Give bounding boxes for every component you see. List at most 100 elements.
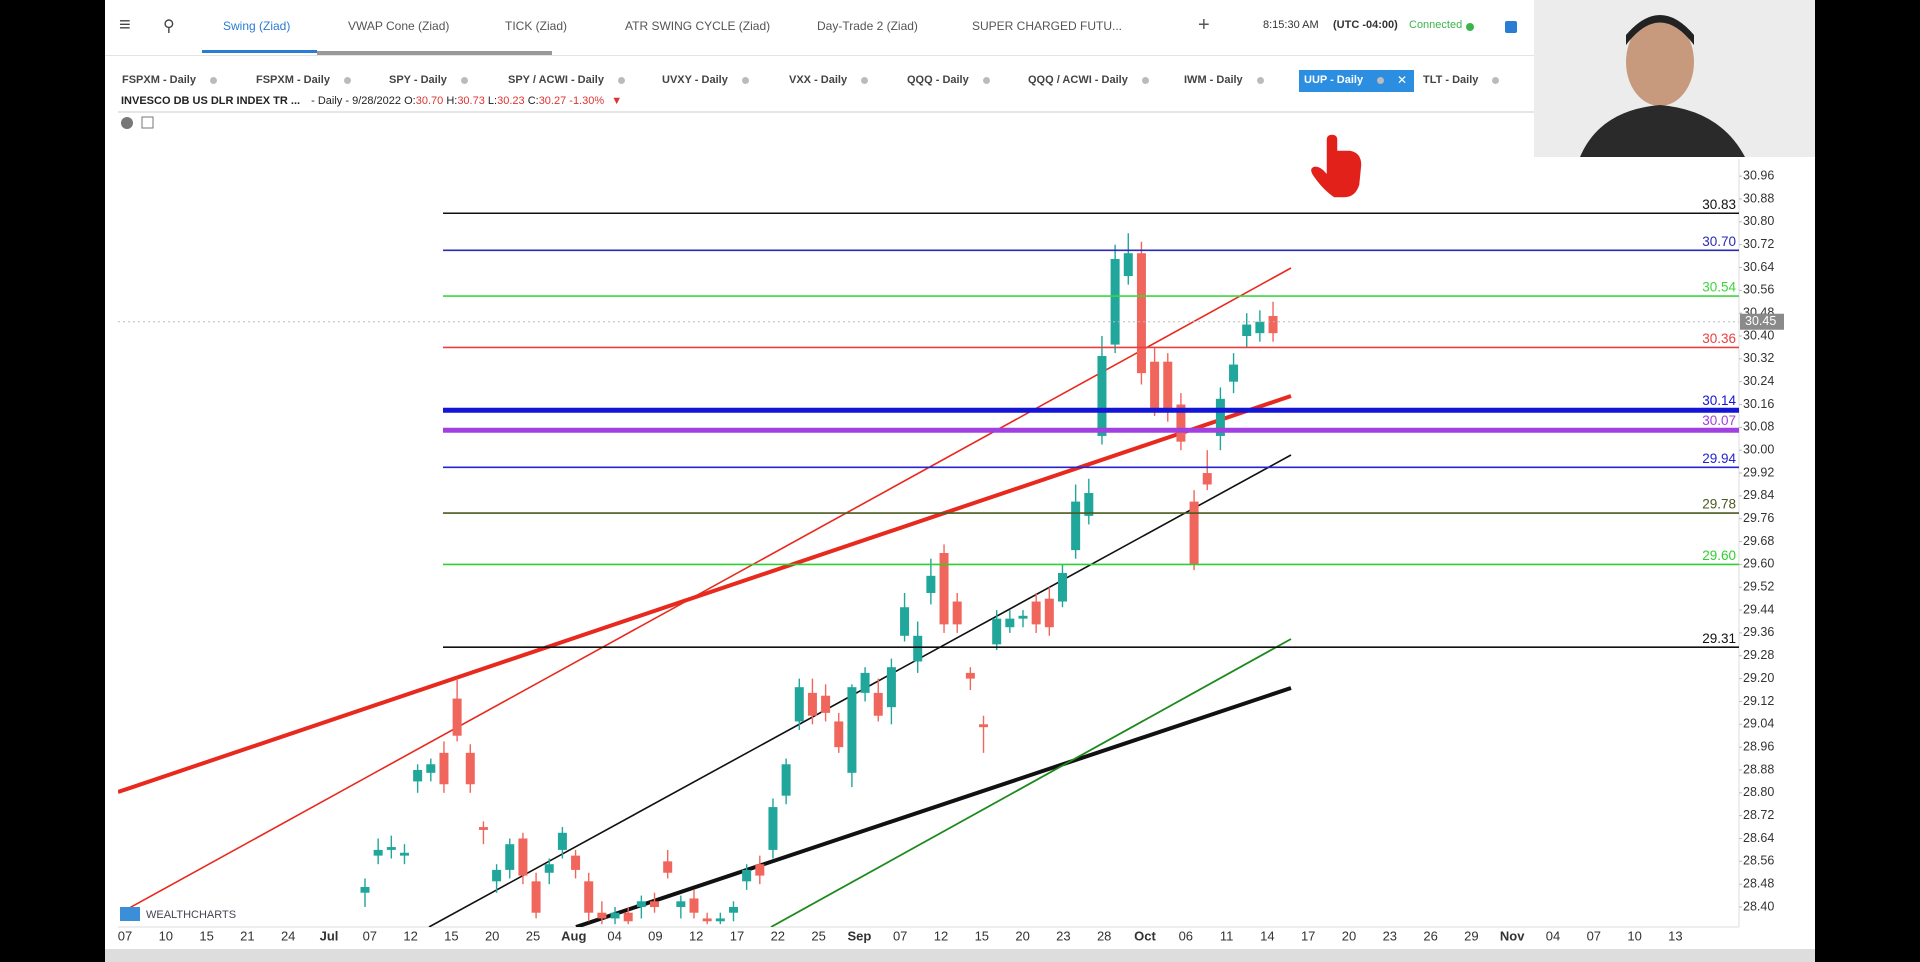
- ohlc-key: C:: [527, 95, 539, 107]
- symbol-tab[interactable]: UVXY - Daily: [662, 74, 749, 86]
- y-tick-label: 29.52: [1743, 580, 1774, 594]
- y-tick-label: 30.56: [1743, 283, 1774, 297]
- tab[interactable]: Swing (Ziad): [223, 19, 291, 33]
- symbol-tab[interactable]: VXX - Daily: [789, 74, 868, 86]
- symbol-tab[interactable]: IWM - Daily: [1184, 74, 1264, 86]
- y-tick-label: 28.40: [1743, 899, 1774, 913]
- y-tick-label: 30.32: [1743, 351, 1774, 365]
- candle-body: [492, 869, 502, 882]
- candle-body: [715, 918, 725, 922]
- reset-icon[interactable]: [121, 117, 133, 129]
- price-level-label: 30.83: [1702, 197, 1736, 212]
- candle-body: [1215, 398, 1225, 436]
- candle-body: [807, 692, 817, 716]
- x-tick-label: 17: [1301, 928, 1315, 943]
- candle-body: [794, 687, 804, 722]
- candle-body: [1202, 473, 1212, 485]
- clock: 8:15:30 AM: [1263, 19, 1319, 31]
- candle-body: [900, 607, 910, 636]
- menu-icon[interactable]: ≡: [119, 14, 131, 36]
- ohlc-value: 30.73: [457, 95, 485, 107]
- candle-body: [1123, 253, 1133, 277]
- symbol-tab[interactable]: FSPXM - Daily: [122, 74, 217, 86]
- x-tick-label: Aug: [561, 928, 586, 943]
- symbol-tab[interactable]: SPY / ACWI - Daily: [508, 74, 625, 86]
- x-tick-label: 25: [811, 928, 825, 943]
- ohlc-key: H:: [446, 95, 458, 107]
- candle-body: [518, 838, 528, 876]
- candle-body: [1268, 316, 1278, 334]
- save-icon[interactable]: [1505, 21, 1517, 33]
- candle-body: [1071, 501, 1081, 551]
- price-level-label: 29.31: [1702, 631, 1736, 646]
- symbol-tab[interactable]: TLT - Daily: [1423, 74, 1499, 86]
- symbol-tab[interactable]: QQQ / ACWI - Daily: [1028, 74, 1149, 86]
- y-tick-label: 29.12: [1743, 694, 1774, 708]
- x-tick-label: Oct: [1134, 928, 1156, 943]
- candle-body: [623, 912, 633, 922]
- candle-body: [557, 832, 567, 850]
- candle-body: [505, 844, 515, 870]
- symbol-tab[interactable]: SPY - Daily: [389, 74, 468, 86]
- candle-body: [1163, 361, 1173, 411]
- y-tick-label: 29.28: [1743, 648, 1774, 662]
- candle-body: [1110, 258, 1120, 345]
- close-tab[interactable]: ✕: [1397, 73, 1408, 87]
- candle-body: [886, 667, 896, 708]
- candle-body: [373, 849, 383, 856]
- candle-body: [1189, 501, 1199, 565]
- symbol-tab[interactable]: UUP - Daily: [1304, 74, 1384, 86]
- logo: WEALTHCHARTS: [120, 907, 236, 921]
- down-arrow: ▼: [611, 95, 623, 107]
- add-tab[interactable]: +: [1198, 14, 1210, 36]
- x-tick-label: 10: [159, 928, 173, 943]
- webcam-body: [1580, 105, 1745, 157]
- candle-body: [386, 847, 396, 850]
- symbol-tab[interactable]: FSPXM - Daily: [256, 74, 351, 86]
- scrollbar[interactable]: [317, 51, 552, 55]
- connection-status: Connected: [1409, 19, 1463, 31]
- ohlc-value: 30.23: [497, 95, 525, 107]
- tab[interactable]: SUPER CHARGED FUTU...: [972, 19, 1123, 33]
- x-tick-label: 10: [1627, 928, 1641, 943]
- period: - Daily - 9/28/2022: [311, 95, 402, 107]
- tab[interactable]: Day-Trade 2 (Ziad): [817, 19, 918, 33]
- y-tick-label: 28.88: [1743, 762, 1774, 776]
- symbol-tab[interactable]: QQQ - Daily: [907, 74, 990, 86]
- candle-body: [1031, 601, 1041, 625]
- x-tick-label: 12: [403, 928, 417, 943]
- add-indicator-icon[interactable]: [141, 116, 154, 129]
- x-tick-label: 15: [199, 928, 213, 943]
- y-tick-label: 30.08: [1743, 420, 1774, 434]
- search-icon[interactable]: ⚲: [163, 18, 175, 35]
- candle-body: [650, 901, 660, 908]
- candle-body: [663, 861, 673, 873]
- y-tick-label: 29.84: [1743, 488, 1774, 502]
- webcam-hair: [1626, 15, 1694, 45]
- price-level-label: 30.70: [1702, 234, 1736, 249]
- y-tick-label: 30.24: [1743, 374, 1774, 388]
- y-tick-label: 28.72: [1743, 808, 1774, 822]
- candle-body: [834, 721, 844, 748]
- x-tick-label: 06: [1179, 928, 1193, 943]
- x-tick-label: 23: [1056, 928, 1070, 943]
- price-level-label: 30.36: [1702, 331, 1736, 346]
- tab[interactable]: VWAP Cone (Ziad): [348, 19, 450, 33]
- y-tick-label: 29.68: [1743, 534, 1774, 548]
- candle-body: [992, 618, 1002, 645]
- x-tick-label: 20: [1015, 928, 1029, 943]
- candle-body: [1097, 355, 1107, 436]
- candle-body: [1176, 404, 1186, 442]
- candle-body: [781, 764, 791, 796]
- tab[interactable]: ATR SWING CYCLE (Ziad): [625, 19, 771, 33]
- candle-body: [926, 575, 936, 593]
- y-tick-label: 29.36: [1743, 625, 1774, 639]
- y-tick-label: 29.60: [1743, 557, 1774, 571]
- trendline: [118, 394, 1292, 794]
- x-tick-label: 29: [1464, 928, 1478, 943]
- price-level-label: 30.07: [1702, 413, 1736, 428]
- tab[interactable]: TICK (Ziad): [505, 19, 568, 33]
- logo-text: WEALTHCHARTS: [146, 909, 236, 921]
- symbol-tabs: FSPXM - Daily FSPXM - Daily SPY - Daily …: [105, 70, 1535, 92]
- y-tick-label: 28.56: [1743, 854, 1774, 868]
